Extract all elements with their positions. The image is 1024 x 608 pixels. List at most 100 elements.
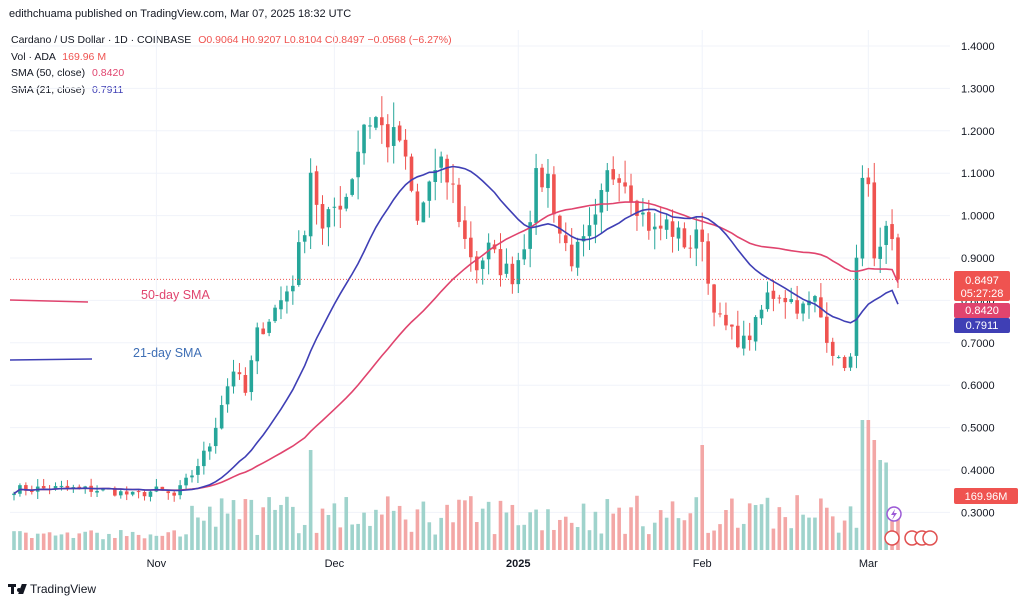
volume-bar-143: [860, 420, 865, 550]
volume-bar-42: [261, 507, 265, 550]
legend-sma21-row: SMA (21, close) 0.7911: [11, 82, 452, 99]
volume-bar-55: [338, 527, 343, 550]
volume-bar-104: [629, 507, 633, 550]
candle-body-50: [308, 172, 313, 237]
candle-body-39: [243, 375, 248, 393]
candle-body-52: [320, 204, 325, 229]
candle-body-60: [368, 125, 372, 127]
candle-body-71: [433, 170, 438, 182]
candle-body-29: [184, 477, 188, 486]
sma21-annotation-line: [9, 358, 93, 361]
candle-body-96: [581, 236, 586, 242]
volume-bar-4: [35, 533, 40, 550]
volume-bar-44: [273, 509, 277, 550]
volume-bar-101: [611, 513, 616, 550]
volume-bar-112: [676, 518, 681, 550]
candle-body-73: [445, 158, 449, 183]
volume-bar-121: [730, 498, 734, 550]
candle-body-83: [504, 263, 509, 274]
volume-bar-117: [706, 532, 710, 550]
volume-bar-138: [830, 516, 835, 550]
flag-event-icon[interactable]: [884, 530, 900, 546]
volume-bar-136: [819, 498, 823, 550]
volume-bar-111: [670, 501, 675, 550]
price-tick-0.4000: 0.4000: [961, 465, 995, 477]
volume-bar-47: [291, 506, 295, 550]
volume-bar-6: [47, 532, 52, 550]
flag-event-icon-4[interactable]: [922, 530, 938, 546]
volume-bar-41: [255, 534, 260, 550]
candle-body-98: [593, 214, 598, 225]
candle-body-55: [338, 205, 343, 210]
candle-body-108: [652, 226, 657, 230]
candle-body-144: [866, 177, 871, 185]
candle-body-35: [219, 405, 224, 429]
candle-body-21: [136, 491, 141, 493]
sma50-value: 0.8420: [92, 67, 125, 79]
volume-bar-132: [795, 495, 799, 550]
candle-body-65: [397, 125, 402, 141]
candle-body-57: [350, 179, 354, 195]
volume-bar-109: [658, 510, 663, 550]
volume-bar-7: [53, 535, 58, 550]
volume-bar-74: [451, 522, 455, 550]
candle-body-126: [759, 309, 764, 319]
price-tick-0.5000: 0.5000: [961, 423, 995, 435]
candle-body-110: [664, 219, 669, 230]
volume-bar-23: [148, 534, 153, 550]
candle-body-12: [83, 486, 87, 488]
volume-bar-10: [71, 537, 76, 550]
candle-body-111: [670, 221, 675, 237]
volume-bar-8: [59, 534, 64, 550]
volume-bar-144: [866, 420, 871, 550]
event-icons[interactable]: [884, 506, 938, 546]
volume-bar-75: [457, 499, 461, 550]
volume-bar-142: [854, 527, 859, 550]
volume-bar-73: [445, 504, 449, 550]
time-tick-Dec: Dec: [325, 558, 345, 570]
price-tick-0.6000: 0.6000: [961, 380, 995, 392]
volume-bar-115: [694, 497, 699, 550]
candle-body-34: [213, 427, 218, 447]
volume-bar-53: [326, 514, 331, 550]
countdown-label: 05:27:28: [961, 288, 1004, 300]
volume-bar-31: [196, 517, 200, 550]
volume-bar-141: [848, 506, 853, 550]
time-tick-Mar: Mar: [859, 558, 878, 570]
candle-body-9: [65, 485, 70, 489]
sma50-annotation-line: [9, 299, 89, 303]
volume-bar-105: [635, 495, 639, 550]
candle-body-7: [53, 486, 58, 490]
candle-body-125: [753, 317, 758, 342]
sma21-line: [13, 165, 899, 495]
volume-bar-118: [712, 530, 716, 550]
candle-body-137: [825, 316, 829, 343]
candle-body-47: [291, 285, 295, 292]
time-axis[interactable]: Nov Dec 2025 Feb Mar: [147, 558, 879, 570]
volume-bar-95: [575, 527, 580, 550]
time-tick-2025: 2025: [506, 558, 530, 570]
candle-body-134: [807, 300, 811, 306]
candle-body-109: [658, 225, 663, 229]
candle-body-115: [694, 229, 699, 249]
candle-body-38: [237, 372, 242, 375]
volume-bar-45: [279, 504, 283, 550]
time-tick-Feb: Feb: [693, 558, 712, 570]
volume-bar-103: [623, 533, 627, 550]
volume-bar-33: [207, 506, 212, 550]
ohlc-values: O0.9064 H0.9207 L0.8104 C0.8497 −0.0568 …: [198, 34, 452, 46]
candle-body-44: [273, 307, 277, 322]
volume-bar-56: [344, 497, 349, 550]
candle-body-20: [130, 491, 135, 495]
candle-body-53: [326, 209, 331, 228]
legend-sma50-row: SMA (50, close) 0.8420: [11, 65, 452, 82]
volume-bar-0: [12, 531, 16, 550]
candle-body-54: [332, 206, 337, 208]
candle-body-17: [113, 487, 117, 496]
volume-bar-5: [41, 533, 46, 550]
candle-body-99: [599, 190, 604, 213]
candle-body-85: [516, 260, 521, 285]
candle-body-8: [59, 485, 64, 487]
volume-bars: [12, 420, 900, 550]
